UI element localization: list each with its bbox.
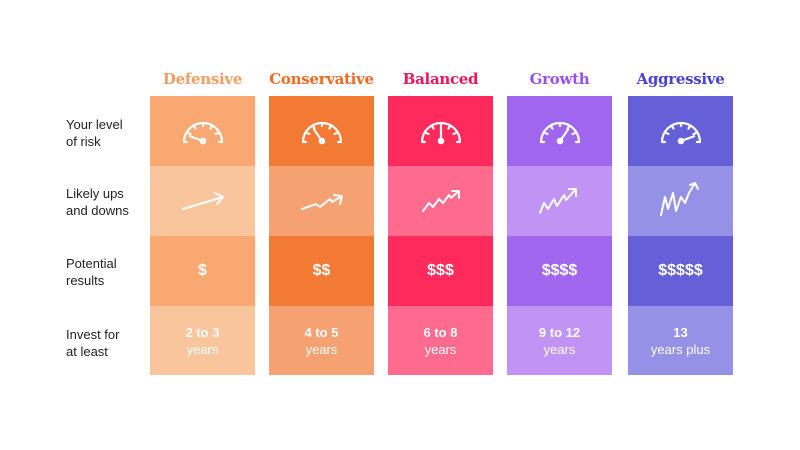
invest-duration: 2 to 3 — [185, 324, 220, 340]
results-value: $$ — [312, 262, 331, 279]
invest-unit: years — [543, 341, 576, 357]
invest-cell: 9 to 12 years — [507, 306, 612, 375]
trend-arrow-large-zigzag-icon — [538, 188, 577, 214]
gauge-icon — [301, 121, 342, 145]
invest-unit: years — [186, 341, 219, 357]
ups-downs-cell — [388, 166, 493, 236]
results-cell: $$$ — [388, 236, 493, 306]
profile-column-defensive: Defensive $ 2 to 3 years — [150, 70, 255, 375]
profile-column-aggressive: Aggressive $$$$$ 13 years plus — [628, 70, 733, 375]
profile-heading: Growth — [529, 70, 590, 88]
gauge-icon — [420, 121, 461, 145]
invest-cell: 2 to 3 years — [150, 306, 255, 375]
profile-column-growth: Growth $$$$ 9 to 12 years — [507, 70, 612, 375]
invest-unit: years plus — [650, 341, 711, 357]
ups-downs-cell — [507, 166, 612, 236]
ups-downs-cell — [150, 166, 255, 236]
results-value: $ — [198, 262, 207, 279]
results-value: $$$$ — [541, 262, 578, 279]
risk-cell — [269, 96, 374, 166]
invest-duration: 6 to 8 — [423, 324, 458, 340]
results-cell: $$$$$ — [628, 236, 733, 306]
ups-downs-cell — [628, 166, 733, 236]
invest-cell: 6 to 8 years — [388, 306, 493, 375]
invest-duration: 13 — [673, 324, 688, 340]
profile-heading: Defensive — [162, 70, 243, 88]
trend-arrow-volatile-icon — [659, 182, 699, 216]
invest-cell: 4 to 5 years — [269, 306, 374, 375]
profile-heading: Aggressive — [636, 70, 725, 88]
risk-cell — [388, 96, 493, 166]
results-cell: $ — [150, 236, 255, 306]
gauge-icon — [539, 121, 580, 145]
profile-heading: Conservative — [269, 70, 374, 88]
gauge-icon — [182, 121, 223, 145]
results-value: $$$ — [427, 262, 454, 279]
invest-duration: 9 to 12 — [538, 324, 581, 340]
invest-unit: years — [424, 341, 457, 357]
results-cell: $$$$ — [507, 236, 612, 306]
profile-column-conservative: Conservative $$ 4 to 5 years — [269, 70, 374, 375]
invest-unit: years — [305, 341, 338, 357]
invest-duration: 4 to 5 — [304, 324, 339, 340]
trend-arrow-zigzag-icon — [421, 190, 460, 212]
risk-cell — [507, 96, 612, 166]
results-cell: $$ — [269, 236, 374, 306]
profile-column-balanced: Balanced $$$ 6 to 8 years — [388, 70, 493, 375]
risk-cell — [628, 96, 733, 166]
row-label-results: Potential results — [66, 256, 117, 288]
row-label-risk: Your level of risk — [66, 117, 123, 149]
row-label-invest: Invest for at least — [66, 327, 120, 359]
invest-cell: 13 years plus — [628, 306, 733, 375]
results-value: $$$$$ — [658, 262, 703, 279]
ups-downs-cell — [269, 166, 374, 236]
gauge-icon — [660, 121, 701, 145]
row-label-ups-downs: Likely ups and downs — [66, 186, 129, 218]
trend-arrow-flat-icon — [181, 192, 224, 210]
profile-heading: Balanced — [402, 70, 479, 88]
risk-cell — [150, 96, 255, 166]
trend-arrow-small-zigzag-icon — [300, 194, 343, 210]
